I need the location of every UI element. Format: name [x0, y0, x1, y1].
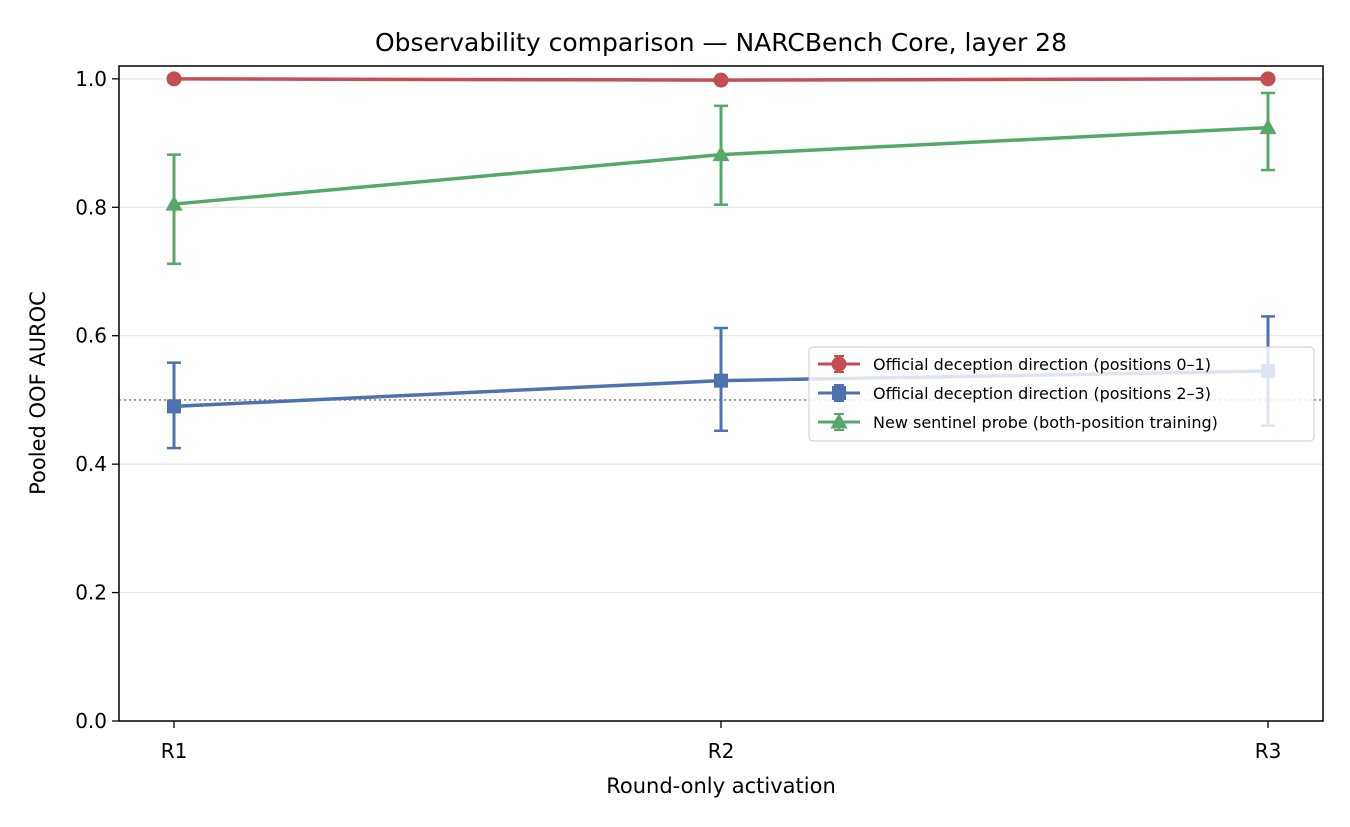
chart-title: Observability comparison — NARCBench Cor…: [375, 28, 1067, 57]
legend-marker: [830, 413, 848, 429]
x-axis: R1 R2 R3: [161, 721, 1282, 763]
y-tick-label: 1.0: [75, 67, 107, 91]
legend: Official deception direction (positions …: [808, 346, 1315, 442]
data-point: [712, 145, 730, 162]
y-axis-label: Pooled OOF AUROC: [26, 291, 50, 495]
series-3: [165, 91, 1277, 266]
legend-marker: [831, 356, 847, 372]
data-point: [713, 72, 729, 88]
legend-entry: New sentinel probe (both-position traini…: [818, 413, 1218, 432]
y-tick-label: 0.6: [75, 324, 107, 348]
data-point: [1260, 71, 1276, 87]
legend-entry: Official deception direction (positions …: [818, 355, 1211, 374]
y-tick-label: 0.8: [75, 195, 107, 219]
data-point: [714, 373, 728, 388]
legend-label: Official deception direction (positions …: [873, 384, 1211, 403]
y-axis: 0.0 0.2 0.4 0.6 0.8 1.0: [75, 67, 119, 733]
data-point: [1259, 118, 1277, 135]
x-tick-label: R3: [1255, 739, 1282, 763]
legend-marker: [832, 386, 846, 400]
legend-entry: Official deception direction (positions …: [818, 384, 1211, 403]
series-group: [165, 71, 1277, 450]
x-tick-label: R2: [708, 739, 735, 763]
legend-box: [808, 346, 1315, 442]
x-tick-label: R1: [161, 739, 188, 763]
data-point: [166, 71, 182, 87]
y-tick-label: 0.2: [75, 581, 107, 605]
y-tick-label: 0.4: [75, 452, 107, 476]
data-point: [167, 399, 181, 414]
legend-label: Official deception direction (positions …: [873, 355, 1211, 374]
series-1: [166, 71, 1276, 88]
data-point: [165, 195, 183, 211]
y-tick-label: 0.0: [75, 709, 107, 733]
x-axis-label: Round-only activation: [606, 774, 836, 798]
legend-label: New sentinel probe (both-position traini…: [873, 413, 1218, 432]
